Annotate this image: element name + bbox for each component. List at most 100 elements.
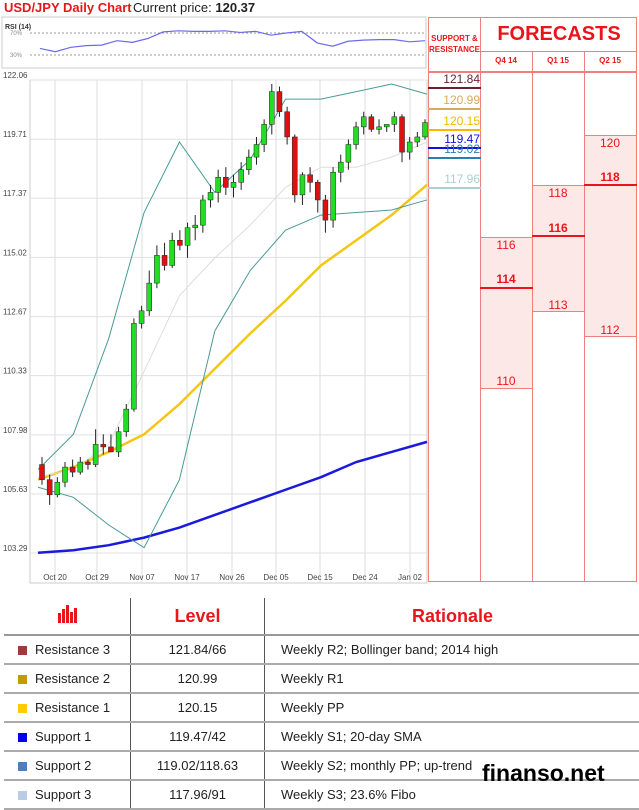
candle-up — [154, 255, 159, 283]
candle-down — [162, 255, 167, 265]
sr-level-line — [428, 129, 481, 131]
quarter-label: Q2 15 — [584, 51, 636, 71]
level-rationale: Weekly R2; Bollinger band; 2014 high — [265, 635, 639, 664]
candle-up — [262, 124, 267, 144]
candle-down — [108, 447, 113, 452]
candle-up — [131, 323, 136, 409]
candle-up — [185, 228, 190, 246]
candle-up — [246, 157, 251, 170]
candle-up — [93, 444, 98, 464]
color-swatch — [18, 675, 27, 684]
x-tick-label: Oct 29 — [85, 573, 109, 582]
candle-down — [369, 117, 374, 130]
level-name-text: Support 2 — [35, 758, 91, 773]
forecast-range-q4-14 — [480, 237, 533, 389]
candle-down — [285, 112, 290, 137]
level-name-text: Resistance 2 — [35, 671, 110, 686]
candle-up — [193, 225, 198, 228]
sr-level-value: 120.99 — [432, 93, 480, 107]
x-tick-label: Jan 02 — [398, 573, 423, 582]
forecast-range-q1-15 — [532, 185, 585, 312]
candle-up — [78, 462, 83, 472]
x-tick-label: Dec 24 — [352, 573, 378, 582]
level-value: 121.84/66 — [131, 635, 265, 664]
sr-level-line — [428, 108, 481, 110]
y-tick-label: 117.37 — [3, 189, 27, 198]
color-swatch — [18, 704, 27, 713]
level-value: 120.99 — [131, 664, 265, 693]
candle-up — [116, 432, 121, 452]
rsi-panel — [2, 17, 426, 68]
sr-level-line — [428, 157, 481, 159]
candle-up — [170, 240, 175, 265]
sr-level-value: 121.84 — [432, 72, 480, 86]
forecast-mid: 118 — [584, 170, 636, 184]
color-swatch — [18, 733, 27, 742]
x-tick-label: Nov 17 — [174, 573, 200, 582]
level-name: Support 3 — [4, 780, 131, 809]
forecast-mid: 116 — [532, 221, 584, 235]
plot-area — [30, 80, 427, 583]
level-name: Resistance 1 — [4, 693, 131, 722]
forecast-mid: 114 — [480, 272, 532, 286]
level-value: 120.15 — [131, 693, 265, 722]
candle-down — [277, 92, 282, 112]
y-tick-label: 103.29 — [3, 544, 28, 553]
y-tick-label: 105.63 — [3, 485, 28, 494]
candle-up — [200, 200, 205, 225]
quarter-label: Q4 14 — [480, 51, 532, 71]
candle-up — [124, 409, 129, 432]
color-swatch — [18, 762, 27, 771]
candle-up — [216, 177, 221, 192]
rsi-level-label: 70% — [10, 31, 23, 37]
candle-up — [361, 117, 366, 127]
x-tick-label: Dec 05 — [263, 573, 289, 582]
level-name: Support 1 — [4, 722, 131, 751]
level-name-text: Resistance 1 — [35, 700, 110, 715]
x-tick-label: Oct 20 — [43, 573, 67, 582]
candle-down — [40, 465, 45, 480]
forecast-low: 112 — [584, 323, 636, 337]
watermark: finanso.net — [482, 760, 605, 787]
rationale-header: Rationale — [265, 598, 639, 635]
q-divider — [532, 51, 585, 582]
sr-level-line — [428, 187, 481, 189]
forecast-range-q2-15 — [584, 135, 637, 337]
sr-level-value: 117.96 — [432, 172, 480, 186]
level-header: Level — [131, 598, 265, 635]
candle-down — [292, 137, 297, 195]
candle-up — [239, 170, 244, 183]
candle-up — [377, 127, 382, 130]
candle-down — [177, 240, 182, 245]
level-rationale: Weekly S1; 20-day SMA — [265, 722, 639, 751]
level-value: 117.96/91 — [131, 780, 265, 809]
level-rationale: Weekly R1 — [265, 664, 639, 693]
candle-down — [315, 182, 320, 200]
level-name: Resistance 3 — [4, 635, 131, 664]
candle-up — [354, 127, 359, 145]
candle-up — [55, 482, 60, 495]
sr-header: SUPPORT & RESISTANCE — [428, 17, 481, 71]
x-tick-label: Nov 26 — [219, 573, 245, 582]
candle-down — [223, 177, 228, 187]
candle-up — [231, 182, 236, 187]
forecast-mid-line — [480, 287, 533, 289]
forecasts-title: FORECASTS — [481, 17, 637, 51]
sr-level-value: 120.15 — [432, 114, 480, 128]
level-rationale: Weekly PP — [265, 693, 639, 722]
sr-level-value: 119.02 — [432, 142, 480, 156]
rsi-level-label: 30% — [10, 53, 23, 59]
candle-up — [254, 145, 259, 158]
candle-down — [47, 480, 52, 495]
rsi-label: RSI (14) — [5, 24, 31, 31]
candle-up — [346, 145, 351, 163]
level-name: Resistance 2 — [4, 664, 131, 693]
sr-level-line — [428, 87, 481, 89]
candle-down — [308, 175, 313, 183]
color-swatch — [18, 791, 27, 800]
candle-up — [423, 123, 428, 137]
candle-up — [300, 175, 305, 195]
